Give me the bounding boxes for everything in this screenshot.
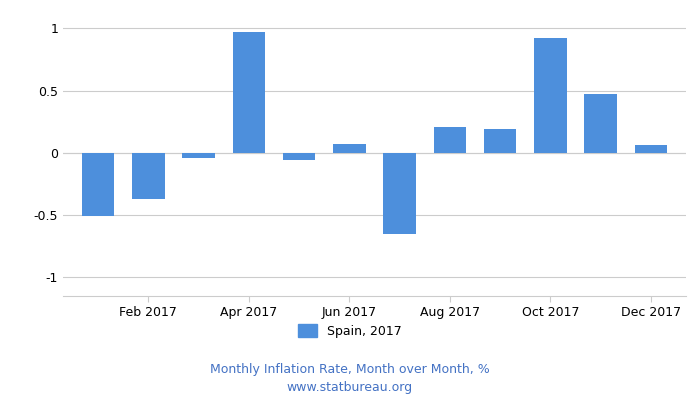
Bar	[634, 146, 667, 153]
Bar	[433, 127, 466, 153]
Legend: Spain, 2017: Spain, 2017	[298, 324, 402, 338]
Bar	[182, 153, 215, 158]
Bar	[333, 144, 365, 153]
Bar	[283, 153, 316, 160]
Bar	[232, 32, 265, 153]
Text: Monthly Inflation Rate, Month over Month, %: Monthly Inflation Rate, Month over Month…	[210, 364, 490, 376]
Bar	[82, 153, 115, 216]
Bar	[132, 153, 164, 199]
Bar	[584, 94, 617, 153]
Bar	[384, 153, 416, 234]
Bar	[484, 129, 517, 153]
Bar	[534, 38, 567, 153]
Text: www.statbureau.org: www.statbureau.org	[287, 382, 413, 394]
